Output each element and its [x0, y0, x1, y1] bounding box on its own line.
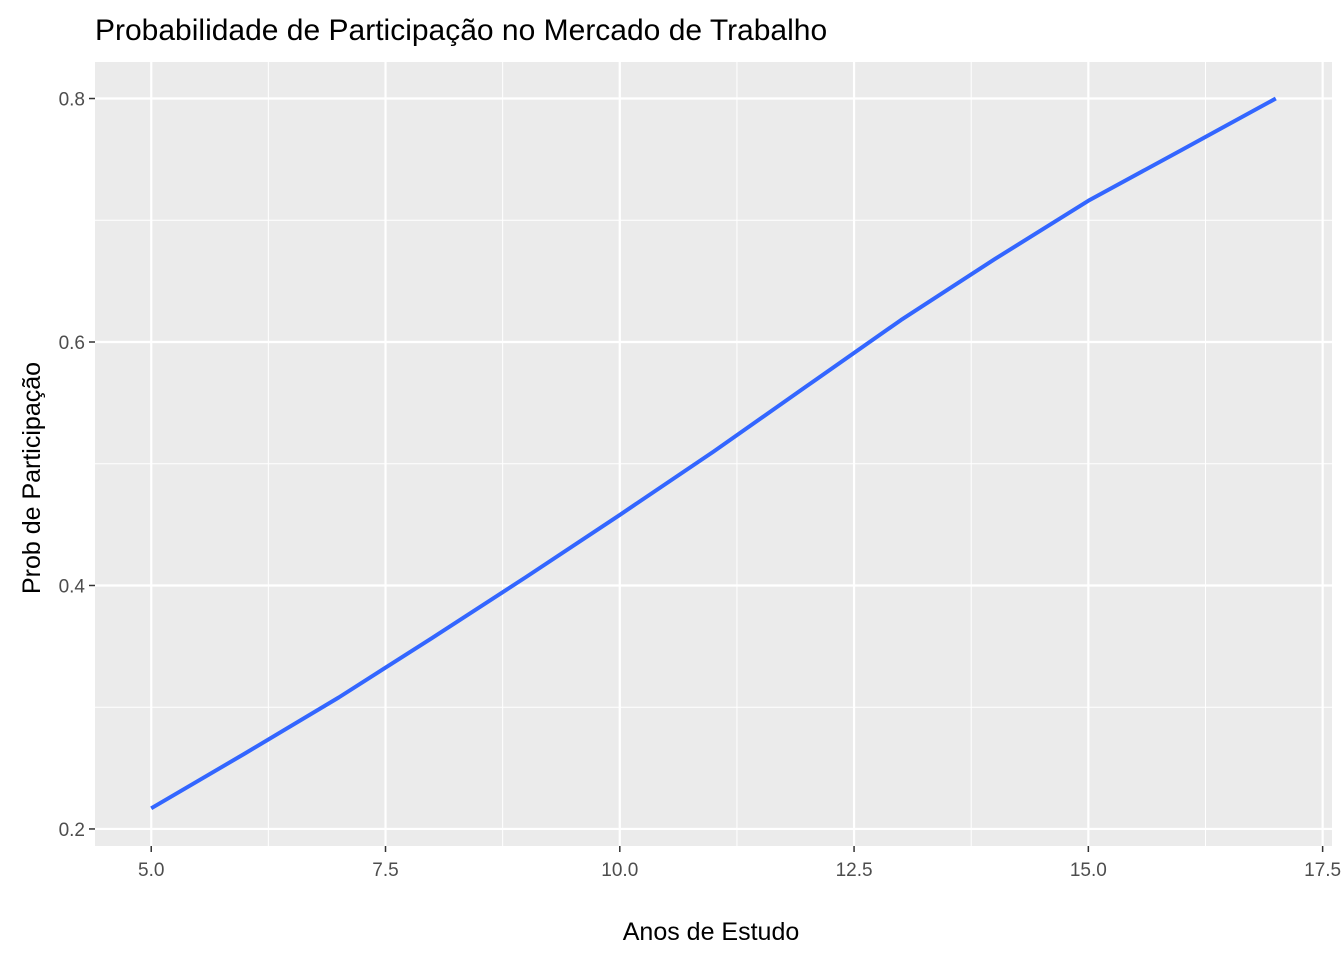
- y-tick-label: 0.6: [59, 333, 85, 354]
- series-line: [150, 96, 1277, 811]
- x-tick-label: 10.0: [601, 860, 638, 881]
- y-axis-title: Prob de Participação: [18, 362, 46, 594]
- x-tick-label: 15.0: [1070, 860, 1107, 881]
- x-tick-label: 5.0: [138, 860, 164, 881]
- x-tick-label: 7.5: [372, 860, 398, 881]
- major-gridlines: [95, 62, 1332, 846]
- x-tick-label: 17.5: [1304, 860, 1341, 881]
- y-tick-label: 0.8: [59, 90, 85, 111]
- y-tick-label: 0.2: [59, 820, 85, 841]
- series-layer: [150, 96, 1277, 811]
- x-axis: 5.0 7.5 10.0 12.5 15.0 17.5: [138, 846, 1341, 881]
- x-tick-label: 12.5: [836, 860, 873, 881]
- y-axis: 0.2 0.4 0.6 0.8: [59, 90, 95, 841]
- y-tick-label: 0.4: [59, 576, 86, 597]
- chart-title: Probabilidade de Participação no Mercado…: [95, 14, 827, 47]
- x-axis-title: Anos de Estudo: [623, 918, 800, 946]
- minor-gridlines: [95, 62, 1332, 846]
